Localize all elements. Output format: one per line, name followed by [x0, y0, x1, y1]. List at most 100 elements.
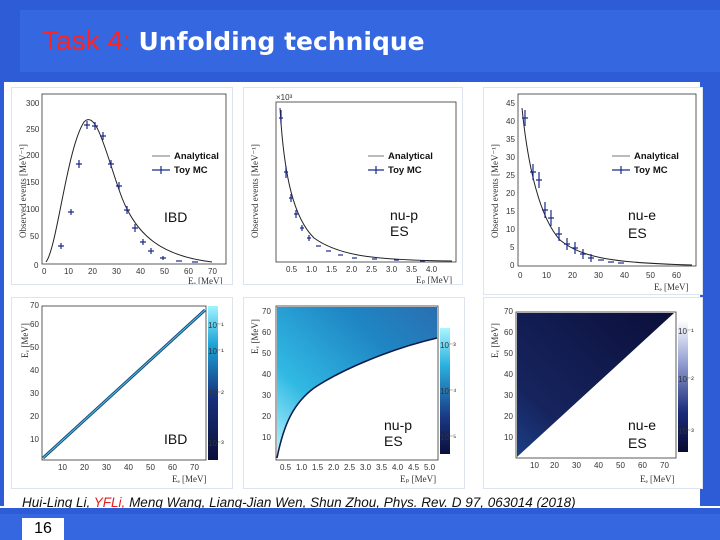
y-tick: 40	[506, 117, 515, 126]
y-tick: 15	[506, 207, 515, 216]
y-tick: 30	[504, 391, 513, 400]
legend-toy-mc: Toy MC	[388, 165, 422, 176]
y-tick: 70	[262, 307, 271, 316]
x-tick: 20	[568, 271, 577, 280]
y-tick: 50	[30, 343, 39, 352]
panel-label-line1: nu-e	[628, 207, 656, 223]
x-tick: 40	[124, 463, 133, 472]
x-tick: 20	[550, 461, 559, 470]
x-ticks: 10 20 30 40 50 60 70	[58, 463, 199, 472]
x-axis-label: Eₑ [MeV]	[188, 276, 223, 284]
nup-spectrum-plot: Observed events [MeV⁻¹] ×10³ Analytical …	[250, 93, 457, 284]
x-ticks: 10 20 30 40 50 60 70	[530, 461, 669, 470]
x-tick: 2.5	[344, 463, 356, 472]
x-ticks: 0 10 20 30 40 50 60 70	[42, 267, 217, 276]
analytical-curve	[279, 107, 453, 262]
panel-label-line2: ES	[628, 225, 647, 241]
nue-spectrum-plot: Observed events [MeV⁻¹] 0 5 10 15 20 25 …	[490, 93, 697, 292]
x-axis-label: Eₑ [MeV]	[640, 474, 675, 484]
x-tick: 1.0	[306, 265, 318, 274]
colorbar-tick: 10⁻¹	[208, 347, 224, 356]
x-tick: 60	[638, 461, 647, 470]
colorbar-tick: 10⁻³	[208, 439, 224, 448]
x-tick: 3.0	[360, 463, 372, 472]
y-tick: 60	[262, 328, 271, 337]
y-tick: 30	[506, 153, 515, 162]
panel-label-line1: nu-e	[628, 417, 656, 433]
y-scale-factor: ×10³	[276, 93, 293, 102]
panel-nup-matrix: Eᵥ [MeV] 10 20 30 40 50 60 70 10⁻³ 10⁻⁴ …	[244, 298, 464, 488]
y-tick: 70	[504, 307, 513, 316]
legend-analytical: Analytical	[634, 151, 679, 162]
x-ticks: 0.5 1.0 1.5 2.0 2.5 3.0 3.5 4.0 4.5 5.0	[280, 463, 436, 472]
y-tick: 10	[504, 433, 513, 442]
toy-mc-points	[58, 121, 198, 263]
x-tick: 70	[660, 461, 669, 470]
colorbar-tick: 10⁻⁵	[440, 433, 456, 442]
x-tick: 2.0	[328, 463, 340, 472]
panel-ibd-spectrum: Observed events [MeV⁻¹] 0 50 100 150 200…	[12, 88, 232, 284]
panel-nue-spectrum: Observed events [MeV⁻¹] 0 5 10 15 20 25 …	[484, 88, 702, 294]
legend-toy-mc: Toy MC	[174, 165, 208, 176]
y-tick: 30	[30, 389, 39, 398]
y-tick: 5	[510, 243, 515, 252]
colorbar-tick: 10⁻¹	[208, 321, 224, 330]
citation-rest: Meng Wang, Liang-Jian Wen, Shun Zhou, Ph…	[125, 495, 576, 510]
citation-authors-start: Hui-Ling Li,	[22, 495, 94, 510]
legend-points-swatch	[612, 166, 630, 174]
panel-label-line2: ES	[390, 223, 409, 239]
y-tick: 70	[30, 301, 39, 310]
y-tick: 40	[262, 370, 271, 379]
x-tick: 0	[518, 271, 523, 280]
x-tick: 30	[102, 463, 111, 472]
x-tick: 30	[112, 267, 121, 276]
y-tick: 40	[504, 370, 513, 379]
citation: Hui-Ling Li, YFLi, Meng Wang, Liang-Jian…	[22, 495, 576, 510]
x-tick: 10	[64, 267, 73, 276]
x-tick: 50	[616, 461, 625, 470]
x-tick: 60	[168, 463, 177, 472]
y-tick: 20	[506, 189, 515, 198]
color-bar-ticks: 10⁻¹ 10⁻¹ 10⁻² 10⁻³	[208, 321, 224, 448]
y-tick: 200	[26, 151, 40, 160]
y-tick: 10	[506, 225, 515, 234]
x-tick: 10	[542, 271, 551, 280]
x-tick: 50	[160, 267, 169, 276]
x-tick: 10	[58, 463, 67, 472]
page-number: 16	[22, 518, 64, 540]
x-tick: 70	[190, 463, 199, 472]
colorbar-tick: 10⁻³	[678, 427, 694, 436]
x-tick: 4.0	[426, 265, 438, 274]
x-tick: 3.5	[406, 265, 418, 274]
ibd-matrix-plot: Eᵥ [MeV] 10 20 30 40 50 60 70 10⁻¹ 10⁻¹ …	[20, 301, 224, 484]
x-tick: 1.5	[326, 265, 338, 274]
y-tick: 10	[30, 435, 39, 444]
x-tick: 40	[594, 461, 603, 470]
y-tick: 10	[262, 433, 271, 442]
y-tick: 300	[26, 99, 40, 108]
toy-mc-points	[279, 110, 425, 262]
panel-label-line1: nu-p	[384, 417, 412, 433]
y-tick: 250	[26, 125, 40, 134]
y-tick: 100	[26, 205, 40, 214]
right-bar	[700, 82, 720, 506]
x-tick: 3.5	[376, 463, 388, 472]
y-tick: 50	[30, 232, 39, 241]
plot-frame	[275, 101, 457, 263]
title-task: Task 4:	[42, 25, 131, 56]
panel-label: IBD	[164, 209, 187, 225]
legend-points-swatch	[152, 166, 170, 174]
x-tick: 20	[88, 267, 97, 276]
legend-analytical: Analytical	[388, 151, 433, 162]
kinematic-boundary	[276, 337, 438, 459]
header-bar	[0, 0, 720, 82]
y-ticks: 10 20 30 40 50 60 70	[30, 301, 39, 444]
y-axis-label: Observed events [MeV⁻¹]	[250, 144, 260, 238]
y-tick: 50	[262, 349, 271, 358]
panel-nue-matrix: Eᵥ [MeV] 10 20 30 40 50 60 70 10⁻¹ 10⁻² …	[484, 298, 702, 488]
nup-matrix-plot: Eᵥ [MeV] 10 20 30 40 50 60 70 10⁻³ 10⁻⁴ …	[250, 305, 457, 484]
x-tick: 0	[42, 267, 47, 276]
color-bar	[678, 320, 688, 452]
y-axis-label: Observed events [MeV⁻¹]	[18, 144, 28, 238]
y-tick: 150	[26, 178, 40, 187]
